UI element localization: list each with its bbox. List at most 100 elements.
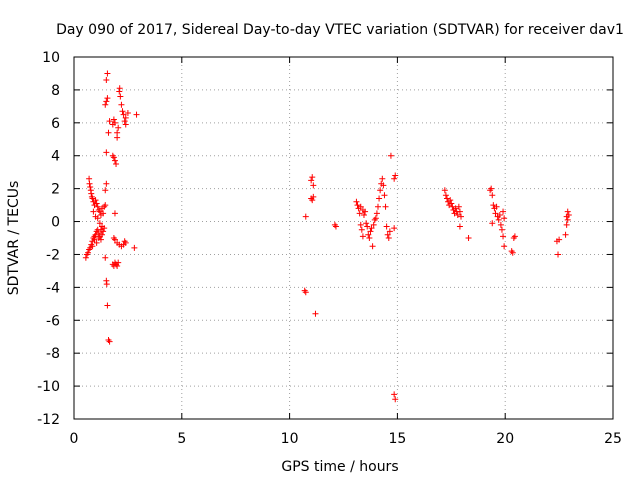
data-point: [90, 208, 97, 215]
data-point: [382, 203, 389, 210]
x-tick-label: 25: [604, 431, 622, 447]
data-point: [374, 203, 381, 210]
x-tick-label: 20: [496, 431, 514, 447]
data-point: [488, 185, 495, 192]
y-tick-label: 0: [51, 215, 60, 231]
data-point: [111, 119, 118, 126]
data-point: [99, 231, 106, 238]
data-point: [94, 215, 101, 222]
data-point: [121, 118, 128, 125]
data-point: [103, 98, 110, 105]
data-point: [310, 193, 317, 200]
data-point: [363, 220, 370, 227]
data-point: [365, 231, 372, 238]
data-point: [89, 195, 96, 202]
y-tick-label: -4: [46, 280, 60, 296]
data-point: [109, 152, 116, 159]
data-point: [496, 211, 503, 218]
data-point: [88, 190, 95, 197]
data-point: [86, 180, 93, 187]
data-point: [110, 116, 117, 123]
data-point: [381, 192, 388, 199]
data-point: [465, 235, 472, 241]
axis-ticks: 0 5 10 15 20 25 -12 -10 -8 -6 -4 -2 0 2 4 6 8 10: [37, 50, 622, 447]
data-point: [392, 172, 399, 179]
data-point: [362, 208, 369, 215]
x-tick-label: 0: [70, 431, 79, 447]
data-point: [495, 216, 502, 223]
data-point: [387, 152, 394, 159]
data-point: [497, 221, 504, 228]
data-point: [92, 231, 99, 238]
data-point: [302, 213, 309, 220]
data-point: [447, 197, 454, 204]
data-point: [385, 235, 392, 241]
data-point: [384, 231, 391, 238]
data-point: [379, 175, 386, 182]
data-point: [353, 198, 360, 205]
data-point: [377, 187, 384, 194]
data-point: [498, 226, 505, 233]
y-tick-label: 2: [51, 182, 60, 198]
data-point: [309, 174, 316, 181]
data-point: [455, 203, 462, 210]
data-point: [115, 259, 122, 266]
data-point: [89, 243, 96, 250]
data-point: [354, 202, 361, 209]
data-point: [97, 236, 104, 243]
data-point: [489, 192, 496, 199]
data-point: [302, 289, 309, 296]
data-point: [562, 231, 569, 238]
data-point: [500, 208, 507, 215]
x-tick-label: 15: [388, 431, 406, 447]
data-point: [448, 200, 455, 207]
data-point: [501, 215, 508, 222]
data-point: [93, 200, 100, 207]
data-point: [101, 225, 108, 232]
data-point: [452, 205, 459, 212]
data-point: [119, 108, 126, 115]
data-point: [454, 211, 461, 218]
data-point: [391, 175, 398, 182]
data-point: [443, 195, 450, 202]
data-point: [360, 211, 367, 218]
data-point: [370, 221, 377, 228]
data-point: [555, 251, 562, 258]
data-point: [501, 243, 508, 250]
x-tick-label: 5: [177, 431, 186, 447]
data-point: [458, 213, 465, 220]
data-point: [372, 215, 379, 222]
y-tick-label: -12: [37, 412, 60, 428]
data-point: [102, 254, 109, 261]
data-point: [103, 180, 110, 187]
data-point: [106, 118, 113, 125]
data-point: [509, 249, 516, 256]
y-tick-label: -2: [46, 247, 60, 263]
data-point: [391, 391, 398, 398]
data-point: [357, 203, 364, 210]
data-point: [102, 202, 109, 209]
data-point: [493, 203, 500, 210]
data-point: [391, 225, 398, 232]
data-points: [82, 70, 572, 403]
data-point: [87, 183, 94, 190]
data-point: [131, 244, 138, 251]
data-point: [96, 220, 103, 227]
data-point: [102, 101, 109, 108]
y-axis-label: SDTVAR / TECUs: [6, 181, 22, 296]
grid-lines: [74, 57, 613, 419]
data-point: [359, 233, 366, 240]
y-tick-label: -6: [46, 313, 60, 329]
data-point: [114, 134, 121, 141]
data-point: [111, 210, 118, 217]
data-point: [456, 208, 463, 215]
chart-title: Day 090 of 2017, Sidereal Day-to-day VTE…: [56, 22, 624, 38]
data-point: [120, 111, 127, 118]
y-tick-label: 4: [51, 149, 60, 165]
data-point: [308, 177, 315, 184]
data-point: [556, 236, 563, 243]
data-point: [105, 129, 112, 136]
data-point: [500, 233, 507, 240]
y-tick-label: -8: [46, 346, 60, 362]
